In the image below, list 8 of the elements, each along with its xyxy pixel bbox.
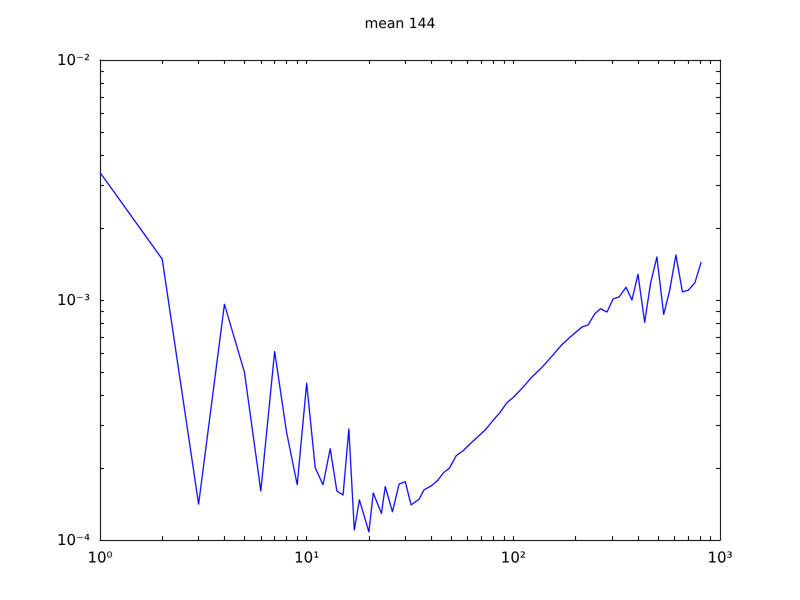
x-tick-label: 10³	[707, 548, 733, 566]
y-tick-label: 10⁻²	[56, 51, 90, 69]
x-tick-label: 10¹	[294, 548, 320, 566]
x-tick-label: 10⁰	[87, 548, 113, 566]
chart-title: mean 144	[364, 16, 436, 32]
y-tick-label: 10⁻⁴	[56, 531, 90, 549]
y-tick-label: 10⁻³	[56, 291, 90, 309]
x-tick-label: 10²	[500, 548, 526, 566]
